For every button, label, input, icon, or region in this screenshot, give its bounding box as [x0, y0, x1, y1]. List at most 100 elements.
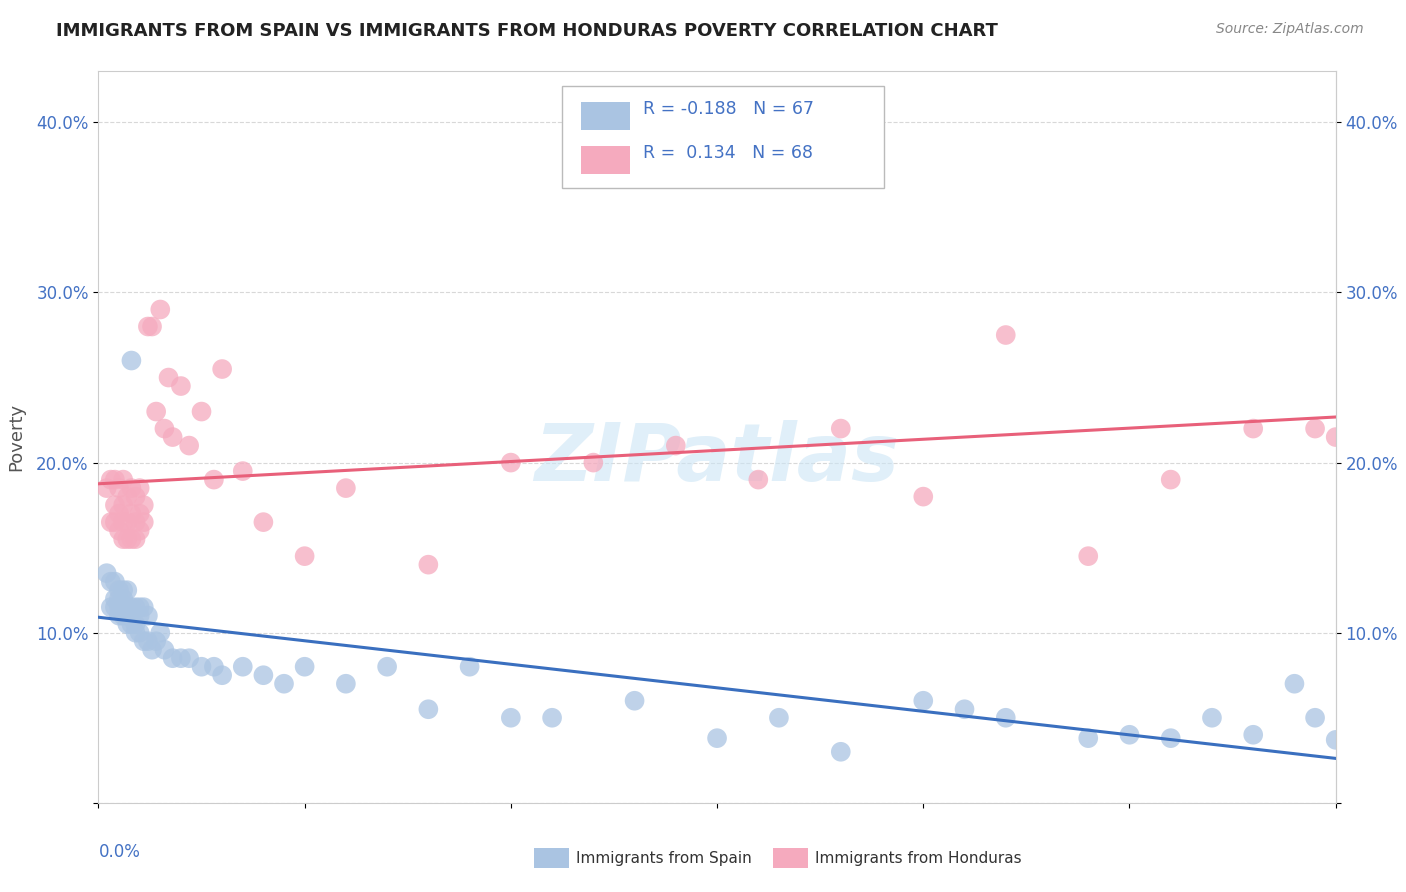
Point — [252, 668, 274, 682]
Point — [117, 617, 139, 632]
Point — [120, 617, 142, 632]
Point — [141, 642, 163, 657]
Point — [1077, 731, 1099, 746]
Point — [124, 515, 146, 529]
Point — [623, 694, 645, 708]
Point — [202, 473, 225, 487]
Text: IMMIGRANTS FROM SPAIN VS IMMIGRANTS FROM HONDURAS POVERTY CORRELATION CHART: IMMIGRANTS FROM SPAIN VS IMMIGRANTS FROM… — [56, 22, 998, 40]
Point — [153, 642, 176, 657]
Point — [112, 473, 135, 487]
Point — [1324, 430, 1347, 444]
Point — [128, 524, 150, 538]
Point — [120, 532, 142, 546]
Point — [128, 600, 150, 615]
Point — [912, 490, 935, 504]
Point — [1303, 711, 1326, 725]
Point — [112, 583, 135, 598]
Point — [120, 481, 142, 495]
Point — [136, 319, 159, 334]
Point — [149, 302, 172, 317]
Point — [273, 677, 295, 691]
Point — [541, 711, 564, 725]
Point — [179, 651, 201, 665]
Point — [108, 583, 131, 598]
Point — [232, 464, 254, 478]
Point — [149, 625, 172, 640]
Point — [117, 583, 139, 598]
Point — [112, 515, 135, 529]
Point — [153, 421, 176, 435]
Point — [1241, 728, 1264, 742]
Text: Immigrants from Spain: Immigrants from Spain — [576, 851, 752, 865]
Point — [124, 490, 146, 504]
Point — [294, 549, 316, 563]
Point — [120, 600, 142, 615]
Bar — [581, 102, 630, 130]
Point — [706, 731, 728, 746]
Point — [128, 507, 150, 521]
Point — [1324, 732, 1347, 747]
Point — [211, 362, 233, 376]
Point — [1241, 421, 1264, 435]
Point — [145, 404, 167, 418]
Point — [335, 481, 357, 495]
Point — [124, 532, 146, 546]
Point — [128, 608, 150, 623]
Point — [1365, 404, 1388, 418]
Point — [162, 430, 184, 444]
Point — [252, 515, 274, 529]
Point — [1284, 677, 1306, 691]
Point — [120, 507, 142, 521]
Point — [117, 515, 139, 529]
Text: R =  0.134   N = 68: R = 0.134 N = 68 — [643, 144, 813, 161]
Point — [132, 600, 155, 615]
Point — [179, 439, 201, 453]
Point — [994, 328, 1017, 343]
Point — [190, 659, 212, 673]
Point — [141, 319, 163, 334]
Point — [1346, 353, 1368, 368]
Point — [96, 566, 118, 581]
Point — [953, 702, 976, 716]
Text: 0.0%: 0.0% — [98, 843, 141, 861]
Point — [1118, 728, 1140, 742]
Point — [170, 651, 193, 665]
Point — [112, 591, 135, 606]
Point — [1386, 404, 1406, 418]
Point — [912, 694, 935, 708]
Point — [136, 608, 159, 623]
Point — [232, 659, 254, 673]
Point — [136, 634, 159, 648]
Point — [132, 498, 155, 512]
Point — [112, 532, 135, 546]
FancyBboxPatch shape — [562, 86, 884, 188]
Point — [830, 421, 852, 435]
Text: Source: ZipAtlas.com: Source: ZipAtlas.com — [1216, 22, 1364, 37]
Point — [124, 600, 146, 615]
Point — [104, 515, 127, 529]
Point — [375, 659, 398, 673]
Point — [104, 600, 127, 615]
Point — [418, 702, 440, 716]
Point — [418, 558, 440, 572]
Point — [994, 711, 1017, 725]
Point — [1160, 473, 1182, 487]
Point — [117, 608, 139, 623]
Point — [117, 532, 139, 546]
Point — [1201, 711, 1223, 725]
Point — [145, 634, 167, 648]
Point — [499, 456, 522, 470]
Point — [124, 625, 146, 640]
Y-axis label: Poverty: Poverty — [7, 403, 25, 471]
Point — [458, 659, 481, 673]
Point — [768, 711, 790, 725]
Point — [120, 353, 142, 368]
Bar — [581, 146, 630, 174]
Point — [96, 481, 118, 495]
Point — [582, 456, 605, 470]
Text: ZIPatlas: ZIPatlas — [534, 420, 900, 498]
Point — [108, 507, 131, 521]
Point — [112, 498, 135, 512]
Point — [132, 634, 155, 648]
Point — [1303, 421, 1326, 435]
